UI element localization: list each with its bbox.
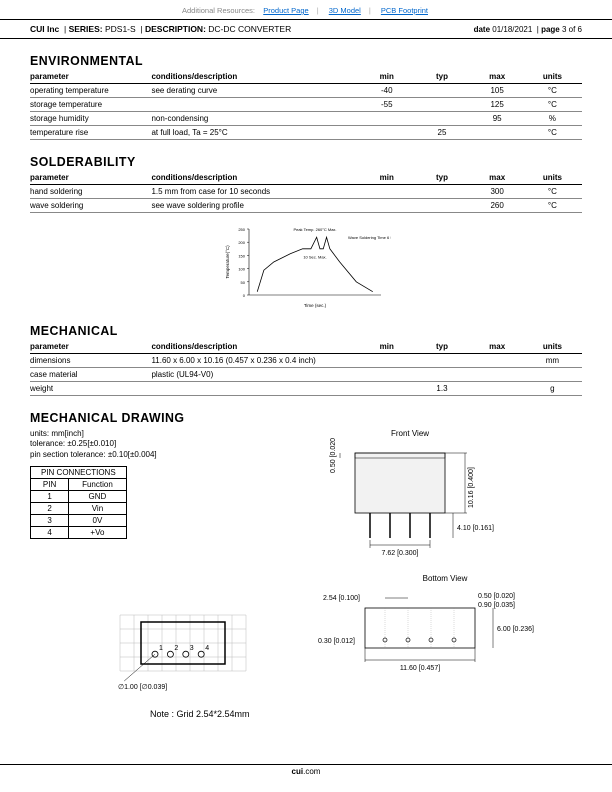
header-info-bar: CUI Inc | SERIES: PDS1-S | DESCRIPTION: … <box>0 19 612 39</box>
svg-text:Wave Soldering Time 6 Sec. Max: Wave Soldering Time 6 Sec. Max. <box>348 235 391 240</box>
svg-text:10.16 [0.400]: 10.16 [0.400] <box>468 467 475 508</box>
company-name: CUI Inc <box>30 24 59 34</box>
svg-text:Time (sec.): Time (sec.) <box>304 303 327 308</box>
svg-text:100: 100 <box>238 267 245 272</box>
footer-brand: cui <box>292 767 304 776</box>
svg-text:∅1.00 [∅0.039]: ∅1.00 [∅0.039] <box>118 684 167 691</box>
svg-text:11.60 [0.457]: 11.60 [0.457] <box>400 665 440 672</box>
grid-footprint-drawing: 1 2 3 4 ∅1.00 [∅0.039] <box>100 609 270 699</box>
svg-text:4: 4 <box>205 645 209 652</box>
date-value: 01/18/2021 <box>492 25 532 34</box>
svg-text:250: 250 <box>238 227 245 232</box>
svg-text:200: 200 <box>238 240 245 245</box>
svg-text:0.50 [0.020]: 0.50 [0.020] <box>330 438 337 473</box>
drawing-notes: units: mm[inch] tolerance: ±0.25[±0.010]… <box>30 429 210 460</box>
link-product-page[interactable]: Product Page <box>263 6 308 15</box>
resources-label: Additional Resources: <box>182 6 255 15</box>
wave-soldering-graph: 0 50 100 150 200 250 Time (sec.) Temperature(°C… <box>221 219 391 309</box>
desc-value: DC-DC CONVERTER <box>208 24 291 34</box>
environmental-table: parameterconditions/descriptionmintypmax… <box>30 70 582 140</box>
section-title-mechanical: MECHANICAL <box>30 323 554 338</box>
svg-text:50: 50 <box>241 280 246 285</box>
page-value: 3 of 6 <box>562 25 582 34</box>
date-label: date <box>474 25 490 34</box>
pin-connections-table: PIN CONNECTIONSPINFunction1GND2Vin30V4+V… <box>30 466 127 539</box>
pin-tolerance-note: pin section tolerance: ±0.10[±0.004] <box>30 450 210 460</box>
svg-text:Peak Temp. 260°C Max.: Peak Temp. 260°C Max. <box>293 227 336 232</box>
front-view-label: Front View <box>300 429 520 438</box>
grid-note: Note : Grid 2.54*2.54mm <box>100 709 270 719</box>
footer-bar: cui.com <box>0 764 612 776</box>
section-title-mechdraw: MECHANICAL DRAWING <box>30 410 554 425</box>
desc-label: DESCRIPTION: <box>145 24 206 34</box>
front-view-drawing: 0.50 [0.020] 10.16 [0.400] 4.10 [0.161] 7.6… <box>300 438 520 568</box>
solderability-table: parameterconditions/descriptionmintypmax… <box>30 171 582 213</box>
svg-text:Temperature(°C): Temperature(°C) <box>225 245 230 279</box>
link-3d-model[interactable]: 3D Model <box>329 6 361 15</box>
bottom-view-label: Bottom View <box>305 574 555 583</box>
footer-suffix: .com <box>303 767 320 776</box>
tolerance-note: tolerance: ±0.25[±0.010] <box>30 439 210 449</box>
svg-text:1: 1 <box>159 645 163 652</box>
link-pcb-footprint[interactable]: PCB Footprint <box>381 6 428 15</box>
svg-text:4.10 [0.161]: 4.10 [0.161] <box>457 525 494 532</box>
svg-text:150: 150 <box>238 253 245 258</box>
section-title-solderability: SOLDERABILITY <box>30 154 554 169</box>
svg-text:7.62 [0.300]: 7.62 [0.300] <box>382 550 419 557</box>
top-resources-bar: Additional Resources: Product Page| 3D M… <box>0 0 612 19</box>
svg-text:0: 0 <box>243 293 246 298</box>
series-label: SERIES: <box>69 24 103 34</box>
bottom-view-drawing: 2.54 [0.100] 0.50 [0.020] 0.90 [0.035] 0.30… <box>305 583 555 693</box>
svg-text:0.50 [0.020]: 0.50 [0.020] <box>478 593 515 600</box>
svg-text:3: 3 <box>190 645 194 652</box>
svg-text:2: 2 <box>174 645 178 652</box>
section-title-environmental: ENVIRONMENTAL <box>30 53 554 68</box>
mechanical-table: parameterconditions/descriptionmintypmax… <box>30 340 582 396</box>
svg-text:2.54 [0.100]: 2.54 [0.100] <box>323 595 360 602</box>
page-label: page <box>541 25 560 34</box>
series-value: PDS1-S <box>105 24 136 34</box>
svg-text:10 Sec. Max.: 10 Sec. Max. <box>303 255 326 260</box>
units-note: units: mm[inch] <box>30 429 210 439</box>
svg-text:0.30 [0.012]: 0.30 [0.012] <box>318 638 355 645</box>
svg-text:0.90 [0.035]: 0.90 [0.035] <box>478 602 515 609</box>
svg-text:6.00 [0.236]: 6.00 [0.236] <box>497 626 534 633</box>
